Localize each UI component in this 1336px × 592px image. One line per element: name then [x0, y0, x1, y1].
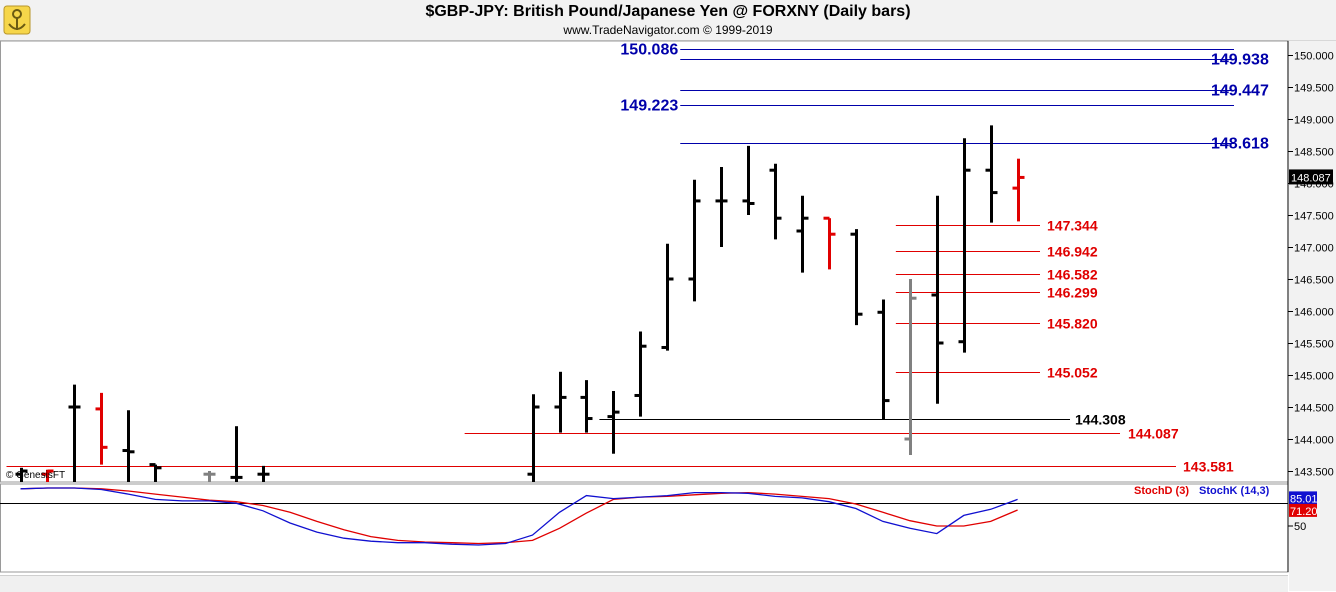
level-label: 145.820	[1047, 316, 1098, 332]
stochd-value-label: 71.20	[1290, 506, 1318, 518]
last-price-box	[1289, 169, 1333, 185]
stochk-value-label: 85.01	[1290, 493, 1318, 505]
ohlc-bar[interactable]	[796, 195, 809, 273]
legend-stochk: StochK (14,3)	[1199, 485, 1270, 497]
ohlc-bar[interactable]	[985, 125, 998, 223]
level-label: 149.938	[1211, 52, 1269, 69]
y-tick-label: 146.500	[1294, 275, 1334, 287]
ohlc-bar[interactable]	[203, 471, 216, 482]
ohlc-bar[interactable]	[15, 467, 28, 482]
ohlc-bar[interactable]	[823, 216, 836, 270]
y-tick-label: 145.000	[1294, 371, 1334, 383]
ohlc-bar[interactable]	[527, 394, 540, 482]
y-tick-label: 146.000	[1294, 307, 1334, 319]
ohlc-bar[interactable]	[95, 392, 108, 465]
chart-header: $GBP-JPY: British Pound/Japanese Yen @ F…	[0, 0, 1336, 41]
last-price-label: 148.087	[1291, 172, 1331, 184]
y-tick-label: 144.500	[1294, 403, 1334, 415]
y-tick-label: 144.000	[1294, 435, 1334, 447]
y-tick-label: 149.000	[1294, 115, 1334, 127]
y-tick-label: 143.500	[1294, 467, 1334, 479]
copyright-label: © GenesisFT	[6, 470, 65, 481]
y-tick-label: 148.500	[1294, 147, 1334, 159]
ohlc-bar[interactable]	[257, 465, 270, 482]
ohlc-bar[interactable]	[769, 163, 782, 240]
level-label: 146.299	[1047, 285, 1098, 301]
level-label: 146.582	[1047, 267, 1098, 283]
level-label: 145.052	[1047, 365, 1098, 381]
stochd-value-box	[1289, 503, 1317, 517]
ohlc-bar[interactable]	[607, 391, 620, 454]
ohlc-bar[interactable]	[715, 167, 728, 247]
ohlc-bar[interactable]	[580, 380, 593, 433]
stochk-value-box	[1289, 491, 1317, 505]
chart-title: $GBP-JPY: British Pound/Japanese Yen @ F…	[425, 3, 911, 20]
level-label: 144.087	[1128, 426, 1179, 442]
trade-navigator-logo-icon	[3, 5, 31, 35]
ohlc-bar[interactable]	[688, 179, 701, 302]
level-label: 144.308	[1075, 412, 1126, 428]
ohlc-bar[interactable]	[904, 279, 917, 455]
y-tick-label: 147.000	[1294, 243, 1334, 255]
ohlc-bar[interactable]	[877, 299, 890, 420]
legend-stochd: StochD (3)	[1134, 485, 1189, 497]
level-label: 146.942	[1047, 244, 1098, 260]
y-tick-label: 150.000	[1294, 51, 1334, 63]
ohlc-bar[interactable]	[742, 145, 755, 215]
ohlc-bar[interactable]	[850, 229, 863, 326]
level-label: 149.447	[1211, 83, 1269, 100]
y-tick-label: 145.500	[1294, 339, 1334, 351]
ohlc-bar[interactable]	[634, 331, 647, 417]
level-label: 149.223	[620, 98, 678, 115]
ohlc-bar[interactable]	[958, 138, 971, 353]
level-label: 147.344	[1047, 218, 1098, 234]
ohlc-bar[interactable]	[661, 243, 674, 351]
chart-subtitle: www.TradeNavigator.com © 1999-2019	[563, 23, 773, 37]
time-axis-strip[interactable]	[0, 575, 1288, 592]
ohlc-bar[interactable]	[554, 371, 567, 433]
level-label: 150.086	[620, 42, 678, 59]
ohlc-bar[interactable]	[230, 426, 243, 482]
ohlc-bar[interactable]	[68, 384, 81, 482]
ohlc-bar[interactable]	[149, 463, 162, 482]
ohlc-bar[interactable]	[1012, 158, 1025, 222]
stochd-line	[20, 487, 1018, 545]
y-tick-label: 149.500	[1294, 83, 1334, 95]
level-label: 143.581	[1183, 459, 1234, 475]
ohlc-bar[interactable]	[931, 195, 944, 404]
y-tick-label: 147.500	[1294, 211, 1334, 223]
stoch-y-tick-label: 50	[1294, 521, 1306, 533]
stochk-line	[20, 487, 1018, 546]
ohlc-bar[interactable]	[122, 410, 135, 482]
level-label: 148.618	[1211, 136, 1269, 153]
ohlc-bar[interactable]	[41, 469, 54, 482]
